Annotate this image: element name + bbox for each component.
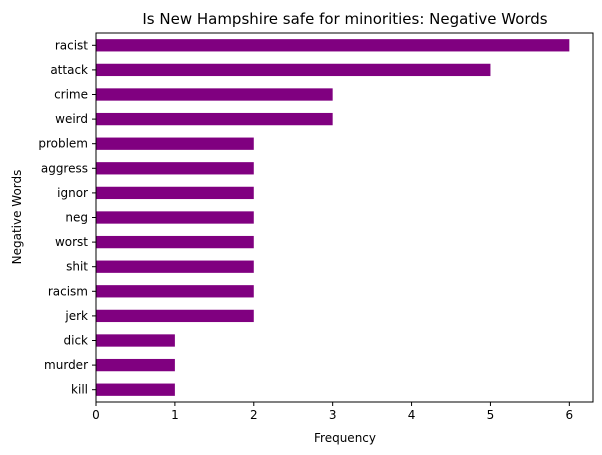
plot-area-frame bbox=[95, 32, 594, 403]
bar-kill bbox=[96, 383, 175, 396]
x-tick-label: 0 bbox=[92, 408, 100, 422]
bar-weird bbox=[96, 112, 333, 126]
y-tick-label: neg bbox=[65, 211, 88, 225]
y-axis-label: Negative Words bbox=[10, 170, 24, 265]
bar-aggress bbox=[96, 162, 254, 175]
y-tick-label: kill bbox=[71, 383, 88, 397]
x-tick-label: 4 bbox=[408, 408, 416, 422]
bar-racism bbox=[96, 285, 254, 298]
y-tick-label: racism bbox=[48, 284, 88, 298]
x-tick-label: 3 bbox=[329, 408, 337, 422]
y-tick-label: dick bbox=[64, 334, 89, 348]
y-tick-label: racist bbox=[55, 38, 88, 52]
bar-murder bbox=[96, 358, 175, 372]
y-axis-ticks: racist attack crime weird problem aggress igno… bbox=[38, 38, 96, 397]
x-tick-label: 5 bbox=[487, 408, 495, 422]
bar-problem bbox=[96, 137, 254, 150]
y-tick-label: problem bbox=[38, 137, 88, 151]
bar-dick bbox=[96, 334, 175, 347]
y-tick-label: murder bbox=[44, 358, 88, 372]
x-tick-label: 1 bbox=[171, 408, 179, 422]
bar-racist bbox=[96, 39, 570, 52]
bar-worst bbox=[96, 235, 254, 249]
bar-ignor bbox=[96, 186, 254, 200]
bar-attack bbox=[96, 63, 491, 77]
y-tick-label: jerk bbox=[64, 309, 88, 323]
y-tick-label: crime bbox=[54, 88, 88, 102]
y-tick-label: aggress bbox=[41, 161, 88, 175]
y-tick-label: weird bbox=[55, 112, 88, 126]
x-tick-label: 6 bbox=[566, 408, 574, 422]
y-tick-label: attack bbox=[50, 63, 88, 77]
bar-jerk bbox=[96, 309, 254, 323]
bar-shit bbox=[96, 260, 254, 273]
x-axis-label: Frequency bbox=[314, 431, 376, 445]
bar-neg bbox=[96, 211, 254, 224]
y-tick-label: shit bbox=[66, 260, 88, 274]
y-tick-label: ignor bbox=[57, 186, 88, 200]
x-axis-ticks: 0 1 2 3 4 5 6 bbox=[92, 402, 573, 422]
bars-group bbox=[96, 39, 570, 396]
bar-crime bbox=[96, 88, 333, 101]
x-tick-label: 2 bbox=[250, 408, 258, 422]
y-tick-label: worst bbox=[55, 235, 88, 249]
chart-title: Is New Hampshire safe for minorities: Ne… bbox=[142, 10, 547, 28]
